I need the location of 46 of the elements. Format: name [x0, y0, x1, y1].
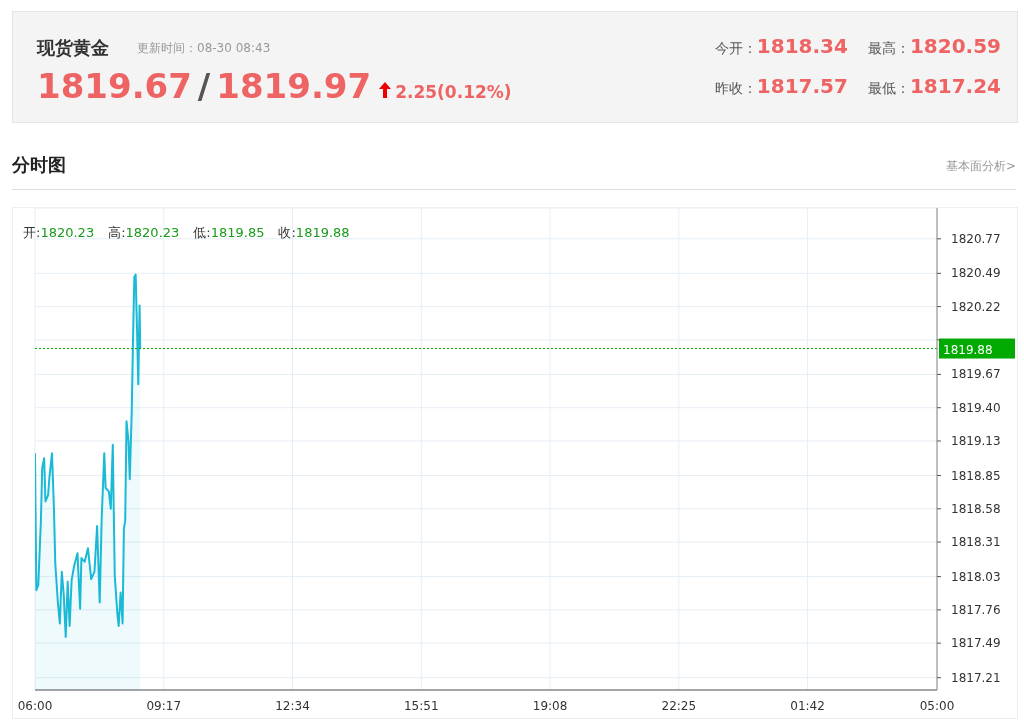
y-tick-label: 1819.67	[951, 367, 1001, 382]
text: 基本面分析>	[945, 158, 1016, 175]
annotation: 开:	[23, 225, 41, 240]
y-tick-label: 1817.21	[951, 670, 1001, 685]
y-tick-label: 1819.40	[951, 400, 1001, 415]
text: 1819.97	[216, 66, 372, 106]
y-tick-label: 1818.85	[951, 468, 1001, 483]
x-tick-label: 06:00	[17, 699, 53, 713]
chart-title: 现货黄金	[37, 36, 109, 60]
y-tick-label: 1820.77	[951, 231, 1001, 246]
y-tick-label: 1820.49	[951, 266, 1001, 281]
annotation: 低:	[193, 225, 211, 240]
y-tick-label: 1818.58	[951, 501, 1001, 516]
annotation: 1819.85	[210, 225, 265, 240]
y-tick-label: 1817.76	[951, 602, 1001, 617]
x-tick-label: 01:42	[790, 699, 825, 713]
y-tick-label: 1817.49	[951, 636, 1001, 651]
text: 2.25(0.12%)	[395, 82, 512, 102]
text: 昨收：	[714, 80, 757, 96]
text: 1820.59	[909, 34, 1001, 58]
x-tick-label: 15:51	[403, 699, 439, 713]
y-tick-label: 1818.03	[951, 569, 1001, 584]
text: 最高：	[867, 40, 910, 56]
text: /	[197, 66, 211, 106]
x-tick-label: 05:00	[919, 699, 955, 713]
ref-line-label: 1819.88	[943, 342, 993, 357]
y-tick-label: 1819.13	[951, 433, 1001, 448]
text: 今开：	[714, 40, 757, 56]
text: 1818.34	[756, 34, 848, 58]
y-tick-label: 1818.31	[951, 535, 1001, 550]
annotation: 1820.23	[40, 225, 95, 240]
x-tick-label: 12:34	[275, 699, 310, 713]
annotation: 1819.88	[295, 225, 350, 240]
annotation: 收:	[278, 225, 296, 240]
x-tick-label: 09:17	[146, 699, 182, 713]
annotation: 高:	[108, 225, 126, 240]
x-tick-label: 22:25	[661, 699, 697, 713]
text: 最低：	[867, 80, 910, 96]
chart-subtitle: 更新时间：08-30 08:43	[137, 40, 271, 57]
y-tick-label: 1820.22	[951, 299, 1001, 314]
text: 分时图	[12, 153, 66, 177]
text: 1819.67	[37, 66, 192, 106]
text: 1817.57	[756, 74, 848, 98]
x-tick-label: 19:08	[532, 699, 568, 713]
annotation: 1820.23	[125, 225, 180, 240]
text: 1817.24	[909, 74, 1001, 98]
